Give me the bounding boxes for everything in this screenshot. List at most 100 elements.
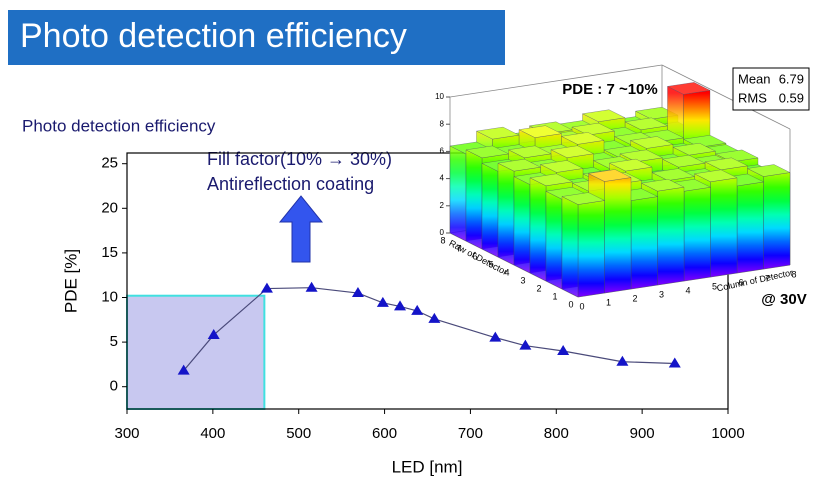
bar-top	[540, 160, 584, 173]
column-tick-label: 4	[685, 285, 690, 295]
marker	[519, 339, 532, 350]
bar-top	[588, 169, 632, 182]
bar-top	[582, 109, 626, 122]
x-axis-label: LED [nm]	[392, 457, 463, 476]
stats-value: 6.79	[779, 71, 804, 86]
y-tick-label: 5	[110, 333, 118, 350]
marker	[351, 287, 364, 298]
plot-frame	[126, 152, 729, 410]
row-tick-label: 0	[568, 299, 573, 309]
column-tick-label: 8	[791, 269, 796, 279]
stats-box	[732, 67, 810, 111]
marker	[616, 355, 629, 366]
stats-label: Mean	[738, 71, 771, 86]
column-tick-label: 7	[765, 273, 770, 283]
x-tick-label: 700	[458, 425, 483, 442]
marker	[305, 281, 318, 292]
plot-title: PDE : 7 ~10%	[562, 81, 657, 98]
bar-side	[513, 176, 531, 274]
bar-side	[604, 177, 632, 294]
bar-top	[624, 117, 668, 130]
bar-side	[529, 177, 547, 282]
z-tick-label: 10	[435, 92, 444, 101]
x-tick-label: 400	[200, 425, 225, 442]
z-tick-label: 6	[440, 147, 445, 156]
bar-top	[561, 132, 605, 145]
bar-top	[609, 158, 653, 172]
row-tick-label: 8	[440, 235, 445, 245]
bar-side	[465, 149, 483, 250]
z-tick-label: 0	[440, 228, 445, 237]
stats-label: RMS	[738, 90, 767, 105]
bar-top	[497, 159, 541, 172]
data-line	[183, 287, 675, 372]
bar-side	[657, 186, 685, 286]
bar-top	[694, 169, 738, 182]
y-tick-label: 10	[101, 288, 118, 305]
lego-bar	[561, 192, 605, 298]
up-arrow	[278, 195, 324, 263]
x-tick-label: 500	[286, 425, 311, 442]
bar-top	[476, 126, 520, 140]
stats-value: 0.59	[779, 90, 804, 105]
marker	[489, 331, 502, 342]
bar-top	[561, 192, 605, 205]
marker	[668, 357, 681, 368]
marker	[394, 300, 407, 311]
bar-top	[571, 122, 615, 136]
y-tick-label: 0	[110, 378, 118, 395]
marker	[177, 364, 190, 375]
bar-top	[508, 145, 552, 158]
column-tick-label: 1	[606, 297, 611, 307]
bar-top	[619, 149, 663, 162]
bar-side	[577, 200, 605, 298]
row-tick-label: 5	[488, 259, 493, 269]
x-tick-label: 1000	[711, 425, 744, 442]
title-bar	[8, 10, 505, 65]
bar-side	[497, 162, 515, 266]
bar-top	[672, 143, 716, 156]
column-tick-label: 0	[579, 301, 584, 311]
x-tick-label: 300	[114, 425, 139, 442]
bar-top	[667, 82, 711, 95]
marker	[428, 312, 441, 323]
bar-side	[710, 177, 738, 278]
x-tick-label: 800	[544, 425, 569, 442]
voltage-label: @ 30V	[761, 291, 806, 308]
bar-side	[736, 181, 764, 274]
bar-side	[763, 172, 791, 270]
column-tick-label: 5	[712, 281, 717, 291]
z-tick-label: 2	[440, 201, 445, 210]
column-tick-label: 2	[632, 293, 637, 303]
z-tick-label: 4	[440, 174, 445, 183]
column-tick-label: 6	[738, 277, 743, 287]
marker	[207, 328, 220, 339]
x-tick-label: 900	[630, 425, 655, 442]
bar-top	[641, 179, 685, 192]
row-tick-label: 7	[456, 243, 461, 253]
marker	[411, 304, 424, 315]
marker	[376, 296, 389, 307]
y-tick-label: 20	[101, 199, 118, 216]
bar-side	[449, 145, 467, 242]
chart-title: Photo detection efficiency	[22, 116, 216, 135]
x-tick-label: 600	[372, 425, 397, 442]
z-tick-label: 8	[440, 119, 445, 128]
row-tick-label: 2	[536, 283, 541, 293]
row-tick-label: 4	[504, 267, 509, 277]
bar-top	[630, 136, 674, 149]
column-tick-label: 3	[659, 289, 664, 299]
bar-top	[662, 155, 706, 168]
bar-top	[704, 157, 748, 170]
bar-top	[550, 145, 594, 158]
bar-top	[529, 173, 573, 186]
marker	[260, 282, 273, 293]
bar-top	[518, 125, 562, 138]
highlight-region	[126, 294, 266, 410]
row-tick-label: 6	[472, 251, 477, 261]
bar-top	[651, 168, 695, 181]
annotation: Fill factor(10% → 30%)	[207, 149, 392, 169]
y-axis-label: PDE [%]	[61, 249, 80, 313]
box-edge	[661, 64, 791, 130]
